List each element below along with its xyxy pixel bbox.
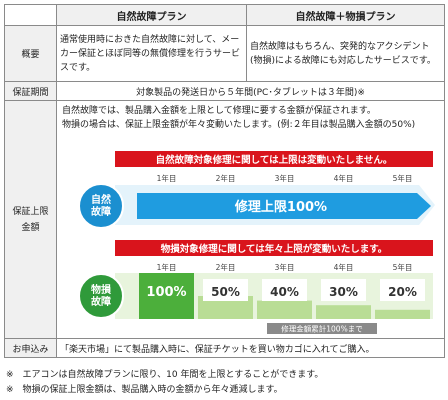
- damage-bar-label: 100%: [146, 285, 186, 300]
- period-label: 保証期間: [4, 81, 57, 101]
- damage-bars: 100% 50% 40% 30% 20%: [139, 273, 430, 319]
- damage-bar: [316, 305, 371, 319]
- period-text: 対象製品の発送日から５年間(PC･タブレットは３年間)※: [56, 81, 445, 101]
- natural-badge-line1: 自然: [91, 193, 111, 206]
- guarantee-text-2: 物損の場合は、保証上限金額が年々変動いたします。(例:２年目は製品購入金額の50…: [62, 120, 416, 130]
- damage-banner-text: 物損対象修理に関しては年々上限が変動いたします。: [161, 243, 388, 255]
- damage-bar-label-bg: [380, 279, 425, 301]
- natural-badge: [78, 183, 124, 229]
- notes: ※ エアコンは自然故障プランに限り、10 年間を上限とすることができます。 ※ …: [6, 368, 323, 398]
- damage-bar-label: 20%: [388, 285, 417, 299]
- year-labels-damage: 1年目 2年目 3年目 4年目 5年目: [157, 262, 413, 272]
- natural-arrow-text: 修理上限100%: [234, 199, 327, 215]
- year-label-damage: 3年目: [275, 262, 295, 272]
- year-label-damage: 4年目: [334, 262, 354, 272]
- apply-text: 「楽天市場」にて製品購入時に、保証チケットを買い物カゴに入れてご購入。: [56, 338, 445, 358]
- plan-natural-header: 自然故障プラン: [56, 4, 247, 26]
- warranty-table: 自然故障プラン 自然故障＋物損プラン 概要 通常使用時におきた自然故障に対して、…: [4, 4, 445, 358]
- damage-bar-label: 40%: [270, 285, 299, 299]
- overview-damage-text: 自然故障はもちろん、突発的なアクシデント(物損)による故障にも対応したサービスで…: [246, 25, 445, 82]
- natural-banner-bg: [115, 151, 433, 167]
- damage-bar: [375, 309, 430, 319]
- damage-banner-bg: [115, 240, 433, 256]
- year-label-natural: 4年目: [334, 173, 354, 183]
- damage-bar: [257, 300, 312, 319]
- damage-caption: 修理金額累計100%まで: [281, 324, 362, 334]
- damage-bar: [139, 273, 194, 319]
- damage-bar-label-bg: [203, 279, 248, 301]
- damage-bar-label-bg: [321, 279, 366, 301]
- note-aircon: ※ エアコンは自然故障プランに限り、10 年間を上限とすることができます。: [6, 370, 324, 380]
- damage-bar-label: 30%: [329, 285, 358, 299]
- damage-bar: [198, 296, 253, 319]
- guarantee-label-text: 保証上限金額: [12, 206, 49, 233]
- natural-banner-text: 自然故障対象修理に関しては上限は変動いたしません。: [156, 154, 393, 166]
- year-label-damage: 1年目: [157, 262, 177, 272]
- natural-badge-line2: 故障: [91, 205, 111, 218]
- damage-badge-line1: 物損: [91, 283, 112, 296]
- plan-damage-header: 自然故障＋物損プラン: [246, 4, 445, 26]
- note-damage: ※ 物損の保証上限金額は、製品購入時の金額から年々逓減します。: [6, 385, 283, 395]
- damage-bar-label-bg: [262, 279, 307, 301]
- guarantee-text-1: 自然故障では、製品購入金額を上限として修理に要する金額が保証されます。: [62, 106, 376, 116]
- guarantee-chart: 自然故障対象修理に関しては上限は変動いたしません。 1年目 2年目 3年目 4年目 5年…: [78, 151, 435, 334]
- header-blank: [4, 4, 57, 26]
- damage-bar-label: 50%: [211, 285, 240, 299]
- year-label-natural: 1年目: [157, 173, 177, 183]
- year-label-damage: 2年目: [216, 262, 236, 272]
- year-labels-natural: 1年目 2年目 3年目 4年目 5年目: [157, 173, 413, 183]
- damage-badge-line2: 故障: [91, 295, 111, 308]
- year-label-natural: 2年目: [216, 173, 236, 183]
- year-label-natural: 5年目: [393, 173, 413, 183]
- guarantee-label: 保証上限金額: [4, 100, 57, 339]
- damage-caption-bg: [267, 323, 377, 334]
- overview-natural-text: 通常使用時におきた自然故障に対して、メーカー保証とほぼ同等の無償修理を行うサービ…: [56, 25, 247, 82]
- year-label-damage: 5年目: [393, 262, 413, 272]
- damage-badge: [78, 273, 124, 319]
- overview-label: 概要: [4, 25, 57, 82]
- natural-arrow: [137, 193, 431, 219]
- year-label-natural: 3年目: [275, 173, 295, 183]
- guarantee-cell: 自然故障では、製品購入金額を上限として修理に要する金額が保証されます。 物損の場…: [56, 100, 445, 339]
- apply-label: お申込み: [4, 338, 57, 358]
